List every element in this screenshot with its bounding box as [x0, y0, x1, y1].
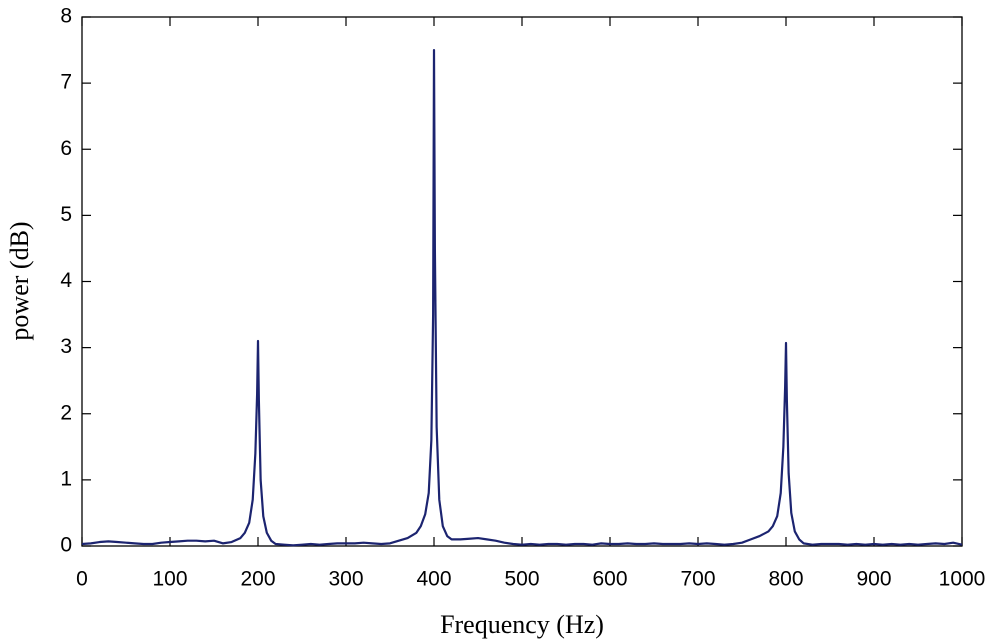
x-tick-label: 0 — [76, 568, 88, 591]
x-tick-label: 1000 — [939, 568, 986, 591]
x-tick-label: 100 — [152, 568, 187, 591]
x-tick-label: 300 — [328, 568, 363, 591]
x-tick-label: 500 — [504, 568, 539, 591]
y-tick-label: 0 — [60, 534, 72, 557]
x-tick-label: 700 — [680, 568, 715, 591]
y-tick-label: 8 — [60, 5, 72, 28]
y-tick-label: 2 — [60, 401, 72, 424]
x-axis-label: Frequency (Hz) — [440, 610, 604, 639]
x-tick-label: 800 — [768, 568, 803, 591]
y-tick-label: 1 — [60, 467, 72, 490]
y-tick-label: 6 — [60, 137, 72, 160]
data-line — [81, 48, 963, 547]
y-tick-label: 5 — [60, 203, 72, 226]
x-tick-label: 900 — [856, 568, 891, 591]
y-tick-label: 7 — [60, 71, 72, 94]
x-tick-label: 400 — [416, 568, 451, 591]
y-tick-label: 3 — [60, 335, 72, 358]
x-tick-label: 200 — [240, 568, 275, 591]
y-tick-label: 4 — [60, 269, 72, 292]
plot-frame — [81, 16, 963, 547]
y-axis-label: power (dB) — [5, 221, 34, 340]
x-tick-label: 600 — [592, 568, 627, 591]
